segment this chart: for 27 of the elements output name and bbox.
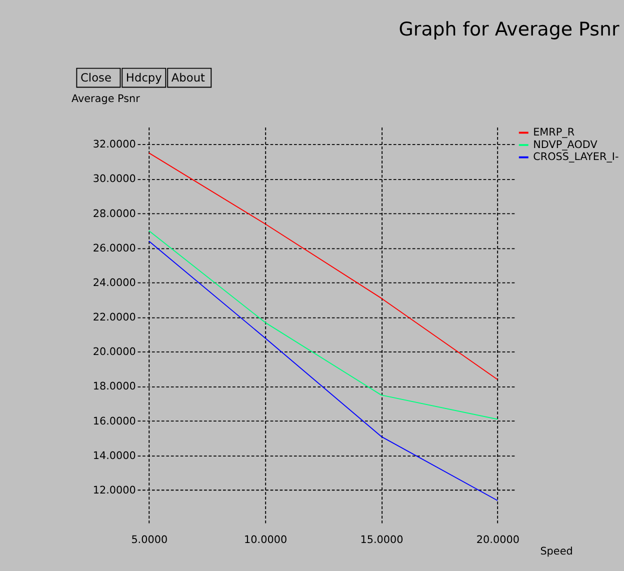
x-tick-label: 10.0000 [244,534,288,546]
y-tick-label: 18.0000 [92,380,136,393]
y-tick-label: 22.0000 [92,312,136,324]
line-series [148,230,498,420]
y-tick-label: 12.0000 [92,484,136,496]
y-tick-label: 28.0000 [92,208,136,220]
line-series [148,240,498,501]
y-tick-label: 26.0000 [92,242,136,254]
y-tick-label: 30.0000 [92,173,136,186]
y-tick-label: 32.0000 [92,138,136,151]
x-tick-label: 15.0000 [360,534,404,546]
y-tick-label: 16.0000 [92,415,136,428]
legend-label: NDVP_AODV [533,138,598,151]
x-axis-title: Speed [540,546,573,558]
text: About [171,70,206,85]
line-series [148,152,498,380]
chart-title: Graph for Average Psnr [398,18,620,41]
legend-label: CROSS_LAYER_I- [533,151,619,164]
y-axis-title: Average Psnr [71,92,141,105]
y-tick-label: 24.0000 [92,276,136,289]
text: Close [80,70,112,85]
legend-label: EMRP_R [533,126,575,139]
y-tick-label: 14.0000 [92,450,136,462]
x-tick-label: 20.0000 [476,534,520,546]
text: Hdcpy [126,70,162,85]
x-tick-label: 5.0000 [131,534,168,546]
y-tick-label: 20.0000 [92,346,136,358]
